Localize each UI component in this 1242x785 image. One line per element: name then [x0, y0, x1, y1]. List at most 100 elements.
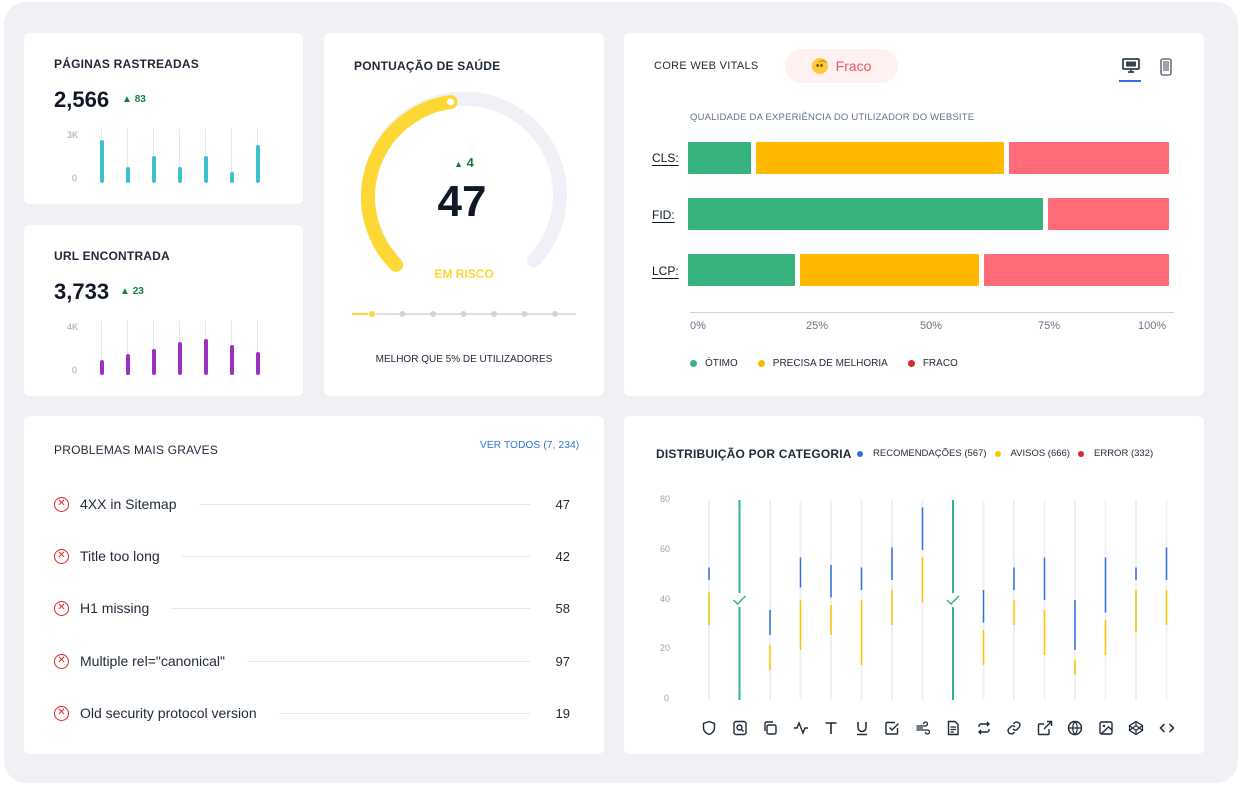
cwv-legend-good: ÓTIMO [690, 358, 738, 369]
gauge-knob [447, 98, 454, 106]
error-circle-icon: ✕ [54, 653, 69, 669]
image-icon[interactable] [1098, 720, 1114, 741]
crawled-bar [100, 140, 104, 183]
urls-bar [230, 345, 234, 375]
issue-divider [278, 712, 530, 714]
urls-bar [126, 354, 130, 375]
issue-row[interactable]: ✕ 4XX in Sitemap 47 [54, 492, 570, 516]
issue-row[interactable]: ✕ Old security protocol version 19 [54, 701, 570, 725]
issue-divider [181, 555, 530, 557]
urls-found-delta: ▲ 23 [120, 286, 144, 297]
health-scale-slider [352, 310, 576, 318]
top-issues-card: PROBLEMAS MAIS GRAVES VER TODOS (7, 234)… [24, 416, 604, 754]
lcp-label: LCP: [652, 264, 679, 278]
urls-bar [204, 339, 208, 375]
cwv-tick-label: 50% [920, 320, 943, 332]
crawled-axis-max: 3K [67, 130, 79, 140]
code-icon[interactable] [1158, 720, 1175, 741]
issue-row[interactable]: ✕ Multiple rel="canonical" 97 [54, 649, 570, 673]
cwv-legend-poor: FRACO [907, 358, 958, 369]
cwv-stacked-bars [688, 142, 1174, 290]
file-icon[interactable] [945, 720, 961, 741]
cwv-bar-poor [1008, 142, 1169, 174]
checkbox-icon[interactable] [884, 720, 900, 741]
issue-count: 58 [555, 600, 570, 616]
cwv-bar-good [688, 254, 795, 286]
cwv-axis-line [690, 312, 1174, 313]
urls-found-card: URL ENCONTRADA 3,733 ▲ 23 4K 0 [24, 225, 303, 396]
copy-icon[interactable] [762, 720, 778, 741]
external-link-icon[interactable] [1037, 720, 1053, 741]
wind-icon[interactable] [915, 720, 931, 741]
crawled-pages-value: 2,566 [54, 87, 110, 112]
legend-recommendations: RECOMENDAÇÕES (567) [857, 448, 987, 459]
y-tick-80: 80 [660, 494, 671, 504]
issue-label: Multiple rel="canonical" [80, 653, 225, 669]
issue-row[interactable]: ✕ H1 missing 58 [54, 596, 570, 620]
health-status: EM RISCO [434, 267, 494, 281]
cwv-legend-needs: PRECISA DE MELHORIA [757, 358, 888, 369]
desktop-toggle[interactable] [1119, 57, 1141, 82]
cwv-tick-label: 100% [1138, 320, 1167, 332]
error-circle-icon: ✕ [54, 548, 69, 564]
pulse-icon[interactable] [793, 720, 809, 741]
cwv-bar-good [688, 142, 752, 174]
cwv-bar-needs [799, 254, 980, 286]
scale-marker [430, 311, 436, 317]
mobile-icon [1160, 58, 1172, 76]
health-score-value: 47 [437, 177, 487, 226]
cwv-status-badge: •͡• Fraco [785, 49, 898, 83]
issue-divider [198, 503, 530, 505]
check-icon [946, 595, 960, 606]
desktop-active-indicator [1119, 80, 1141, 82]
up-arrow-icon: ▲ [122, 94, 132, 105]
crawled-track [179, 129, 180, 183]
cwv-bar-poor [1047, 198, 1169, 230]
text-icon[interactable] [823, 720, 839, 741]
repeat-icon[interactable] [976, 720, 992, 741]
cwv-legend: ÓTIMO PRECISA DE MELHORIA FRACO [690, 358, 958, 369]
codepen-icon[interactable] [1128, 720, 1144, 741]
issue-divider [246, 660, 530, 662]
category-title: DISTRIBUIÇÃO POR CATEGORIA [656, 447, 852, 461]
category-distribution-card: DISTRIBUIÇÃO POR CATEGORIA RECOMENDAÇÕES… [624, 416, 1204, 754]
issue-label: Title too long [80, 548, 160, 564]
error-circle-icon: ✕ [54, 600, 69, 616]
issue-label: Old security protocol version [80, 705, 257, 721]
crawled-bar [204, 156, 208, 183]
cwv-bar-needs [756, 142, 1004, 174]
cwv-tick-label: 75% [1038, 320, 1061, 332]
crawled-pages-delta: ▲ 83 [122, 94, 146, 105]
issue-row[interactable]: ✕ Title too long 42 [54, 544, 570, 568]
health-score-title: PONTUAÇÃO DE SAÚDE [354, 59, 501, 73]
cwv-axis-ticks: 0% 25% 50% 75% 100% [688, 320, 1178, 334]
globe-icon[interactable] [1067, 720, 1083, 741]
error-circle-icon: ✕ [54, 496, 69, 512]
view-all-link[interactable]: VER TODOS (7, 234) [480, 440, 580, 451]
health-footer: MELHOR QUE 5% DE UTILIZADORES [375, 354, 553, 365]
crawled-axis-min: 0 [72, 173, 78, 183]
gauge-fill [361, 95, 458, 272]
urls-axis-min: 0 [72, 365, 78, 375]
underline-icon[interactable] [854, 720, 870, 741]
crawled-bar [152, 156, 156, 183]
shield-icon[interactable] [701, 720, 717, 741]
mobile-toggle[interactable] [1160, 58, 1172, 81]
health-delta: ▲ 4 [454, 155, 474, 170]
issue-divider [171, 607, 530, 609]
y-tick-40: 40 [660, 594, 671, 604]
link-icon[interactable] [1006, 720, 1022, 741]
issue-count: 47 [555, 496, 570, 512]
top-issues-title: PROBLEMAS MAIS GRAVES [54, 443, 219, 457]
error-circle-icon: ✕ [54, 705, 69, 721]
issue-count: 42 [555, 548, 570, 564]
y-tick-20: 20 [660, 643, 671, 653]
legend-warnings: AVISOS (666) [994, 448, 1070, 459]
search-page-icon[interactable] [732, 720, 748, 741]
crawled-bar [256, 145, 260, 183]
up-arrow-icon: ▲ [454, 159, 464, 169]
y-tick-60: 60 [660, 544, 671, 554]
core-web-vitals-card: CORE WEB VITALS •͡• Fraco QUALIDADE DA E… [624, 33, 1204, 396]
category-legend: RECOMENDAÇÕES (567) AVISOS (666) ERROR (… [857, 448, 1153, 459]
crawled-bar [126, 167, 130, 183]
